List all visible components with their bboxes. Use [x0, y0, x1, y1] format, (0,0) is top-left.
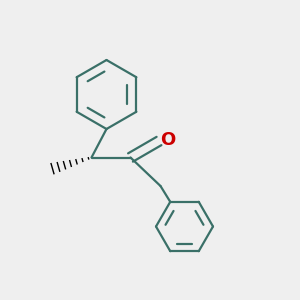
- Text: O: O: [160, 131, 175, 149]
